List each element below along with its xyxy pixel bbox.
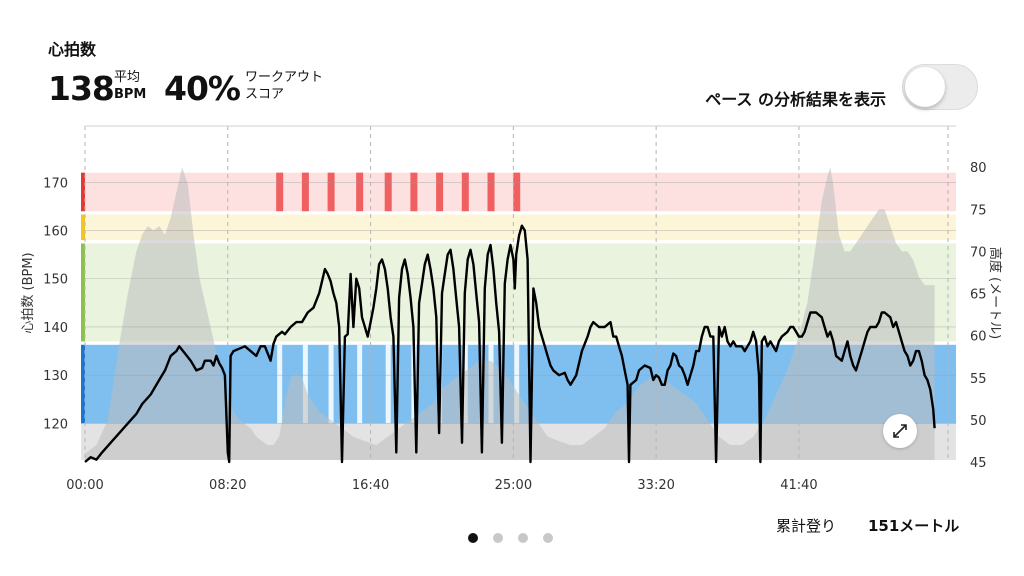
y-tick-label: 160 — [43, 225, 68, 240]
y2-tick-label: 60 — [970, 330, 987, 345]
expand-button[interactable] — [883, 414, 917, 448]
elevation-gain-label: 累計登り — [776, 517, 837, 535]
y-tick-label: 120 — [43, 417, 68, 432]
x-tick-label: 41:40 — [780, 478, 817, 493]
x-tick-label: 33:20 — [637, 478, 674, 493]
avg-hr-label-top: 平均 — [114, 70, 141, 85]
y-tick-label: 140 — [43, 321, 68, 336]
hr-zone-edge-blue — [81, 344, 85, 424]
workout-score-value: 40% — [164, 69, 241, 108]
elevation-gain-value: 151メートル — [868, 517, 960, 535]
y-tick-label: 150 — [43, 273, 68, 288]
y2-tick-label: 45 — [970, 456, 987, 471]
pace-toggle-label: ペース の分析結果を表示 — [705, 90, 886, 109]
interval-marker — [513, 172, 521, 212]
elevation-area — [85, 167, 935, 460]
interval-gap — [385, 344, 391, 424]
interval-marker — [301, 172, 309, 212]
page-dot[interactable] — [518, 533, 528, 543]
page-dot[interactable] — [543, 533, 553, 543]
workout-score-label: ワークアウト スコア — [245, 69, 323, 103]
y2-tick-label: 75 — [970, 203, 987, 218]
x-tick-label: 25:00 — [495, 478, 532, 493]
x-tick-label: 08:20 — [209, 478, 246, 493]
x-tick-label: 00:00 — [66, 478, 103, 493]
hr-zone-edge-green — [81, 243, 85, 342]
interval-marker — [410, 172, 418, 212]
heart-rate-line — [84, 224, 936, 464]
interval-marker — [436, 172, 444, 212]
y2-tick-label: 65 — [970, 288, 987, 303]
avg-hr-label-unit: BPM — [114, 87, 147, 102]
y-axis-label: 心拍数 (BPM) — [21, 252, 36, 333]
y-tick-label: 130 — [43, 369, 68, 384]
interval-marker — [276, 172, 284, 212]
interval-gap — [357, 344, 363, 424]
y2-tick-label: 80 — [970, 161, 987, 176]
interval-marker — [384, 172, 392, 212]
interval-marker — [327, 172, 335, 212]
page-indicator — [468, 533, 553, 543]
interval-gap — [328, 344, 334, 424]
interval-gap — [302, 344, 308, 424]
page-dot[interactable] — [468, 533, 478, 543]
page-dot[interactable] — [493, 533, 503, 543]
workout-score-label-top: ワークアウト — [245, 70, 324, 85]
expand-arrows-icon — [893, 424, 907, 438]
hr-zone-edge-red — [81, 172, 85, 212]
y2-axis-label: 高度 (メートル) — [987, 247, 1003, 339]
y-tick-label: 170 — [43, 176, 68, 191]
interval-marker — [487, 172, 495, 212]
interval-marker — [461, 172, 469, 212]
y2-tick-label: 50 — [970, 414, 987, 429]
toggle-knob[interactable] — [905, 67, 945, 107]
avg-hr-label: 平均 BPM — [114, 69, 146, 103]
interval-gap — [277, 344, 283, 424]
interval-marker — [356, 172, 364, 212]
avg-hr-value: 138 — [48, 69, 115, 108]
heart-rate-title: 心拍数 — [48, 40, 97, 59]
pace-analysis-toggle[interactable] — [902, 64, 978, 110]
y2-tick-label: 70 — [970, 245, 987, 260]
y2-tick-label: 55 — [970, 372, 987, 387]
interval-gap — [514, 344, 520, 424]
workout-score-label-bottom: スコア — [245, 87, 285, 102]
hr-zone-edge-yellow — [81, 214, 85, 241]
x-tick-label: 16:40 — [352, 478, 389, 493]
